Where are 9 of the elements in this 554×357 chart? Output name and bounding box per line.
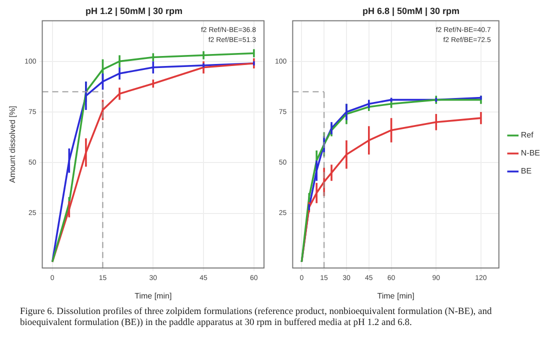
legend-label: N-BE <box>520 148 540 158</box>
x-axis-title: Time [min] <box>377 291 414 300</box>
caption: Figure 6. Dissolution profiles of three zolpidem formulations (reference product, nonbioequivalent formulation (N-BE), and bioequivalent formulation (BE)) in the paddle apparatus at 30 rpm in buffered media at pH 1.2 and 6.8. <box>19 306 493 329</box>
x-axis-title: Time [min] <box>134 291 172 300</box>
legend-label: BE <box>520 166 532 176</box>
y-axis-title: Amount dissolved [%] <box>8 106 18 183</box>
chart-title: pH 1.2 | 50mM | 30 rpm <box>85 6 183 16</box>
chart-title: pH 6.8 | 50mM | 30 rpm <box>362 6 460 16</box>
legend-label: Ref <box>520 130 534 140</box>
